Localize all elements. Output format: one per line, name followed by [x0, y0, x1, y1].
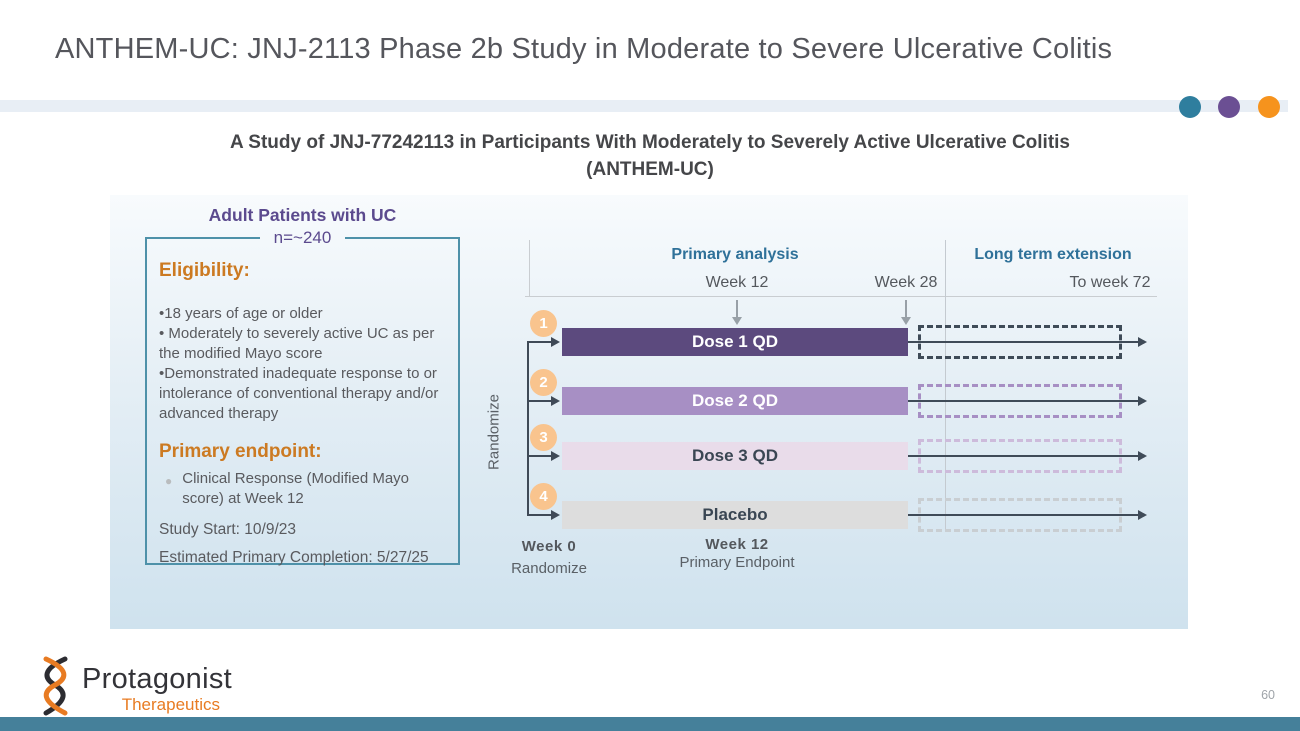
logo-company-name: Protagonist [82, 663, 232, 695]
extension-arrow-icon [908, 337, 1147, 347]
eligibility-box: n=~240 Eligibility: •18 years of age or … [145, 228, 460, 566]
dose-bar: Placebo [562, 501, 908, 529]
arm-number: 4 [539, 488, 548, 505]
study-arm-row-1: 1 Dose 1 QD [500, 310, 1160, 359]
branch-arrow-icon [527, 337, 560, 347]
eligibility-list: •18 years of age or older • Moderately t… [159, 304, 446, 424]
study-subtitle: A Study of JNJ-77242113 in Participants … [0, 129, 1300, 183]
arm-number: 3 [539, 429, 548, 446]
week28-down-arrow-icon [901, 300, 911, 325]
header-divider-band [0, 100, 1288, 112]
dose-bar: Dose 1 QD [562, 328, 908, 356]
arm-number-badge: 4 [530, 483, 557, 510]
week12-tick-label: Week 12 [705, 274, 769, 291]
bullet-icon: ● [165, 474, 173, 488]
endpoint-text: Clinical Response (Modified Mayo score) … [182, 470, 410, 507]
slide-title: ANTHEM-UC: JNJ-2113 Phase 2b Study in Mo… [55, 33, 1113, 65]
randomize-branch-line [527, 341, 529, 516]
endpoint-heading: Primary endpoint: [159, 441, 322, 462]
study-arm-row-4: 4 Placebo [500, 483, 1160, 532]
dose-bar-label: Placebo [702, 505, 768, 524]
orange-dot-icon [1258, 96, 1280, 118]
phase-extension-label: Long term extension [974, 246, 1132, 263]
branch-arrow-icon [527, 396, 560, 406]
purple-dot-icon [1218, 96, 1240, 118]
extension-arrow-icon [908, 396, 1147, 406]
eligibility-heading: Eligibility: [159, 260, 250, 281]
week12-event-label: Primary Endpoint [679, 554, 795, 571]
branch-arrow-icon [527, 510, 560, 520]
arm-number: 1 [539, 315, 548, 332]
branch-arrow-icon [527, 451, 560, 461]
extension-arrow-icon [908, 451, 1147, 461]
dose-bar-label: Dose 2 QD [692, 391, 778, 410]
week0-event-label: Randomize [511, 560, 587, 577]
arm-number: 2 [539, 374, 548, 391]
week72-tick-label: To week 72 [1069, 274, 1151, 291]
eligibility-item: •Demonstrated inadequate response to or … [159, 365, 439, 422]
sample-size-label: n=~240 [273, 228, 332, 247]
axis-vertical-line [529, 240, 530, 297]
arm-number-badge: 3 [530, 424, 557, 451]
week12-down-arrow-icon [732, 300, 742, 325]
dose-bar: Dose 2 QD [562, 387, 908, 415]
footer-bar [0, 717, 1300, 731]
page-number: 60 [1261, 688, 1275, 702]
study-start: Study Start: 10/9/23 [159, 521, 297, 538]
week28-tick-label: Week 28 [874, 274, 938, 291]
subtitle-line2: (ANTHEM-UC) [586, 159, 714, 180]
extension-arrow-icon [908, 510, 1147, 520]
dose-bar-label: Dose 1 QD [692, 332, 778, 351]
eligibility-item: •18 years of age or older [159, 305, 323, 322]
week0-label: Week 0 [521, 538, 577, 555]
week12-bottom-label: Week 12 [705, 536, 769, 553]
endpoint-item: ● Clinical Response (Modified Mayo score… [159, 469, 446, 509]
patient-panel-header: Adult Patients with UC [208, 205, 397, 225]
arm-number-badge: 1 [530, 310, 557, 337]
protagonist-helix-logo-icon [43, 656, 68, 716]
logo-company-sub: Therapeutics [121, 695, 220, 714]
study-arm-row-3: 3 Dose 3 QD [500, 424, 1160, 473]
phase-primary-label: Primary analysis [671, 246, 799, 263]
estimated-completion: Estimated Primary Completion: 5/27/25 [159, 549, 429, 566]
subtitle-line1: A Study of JNJ-77242113 in Participants … [230, 132, 1070, 153]
eligibility-item: • Moderately to severely active UC as pe… [159, 325, 435, 362]
dose-bar-label: Dose 3 QD [692, 446, 778, 465]
arm-number-badge: 2 [530, 369, 557, 396]
teal-dot-icon [1179, 96, 1201, 118]
study-arm-row-2: 2 Dose 2 QD [500, 369, 1160, 418]
dose-bar: Dose 3 QD [562, 442, 908, 470]
axis-horizontal-line [525, 296, 1157, 297]
